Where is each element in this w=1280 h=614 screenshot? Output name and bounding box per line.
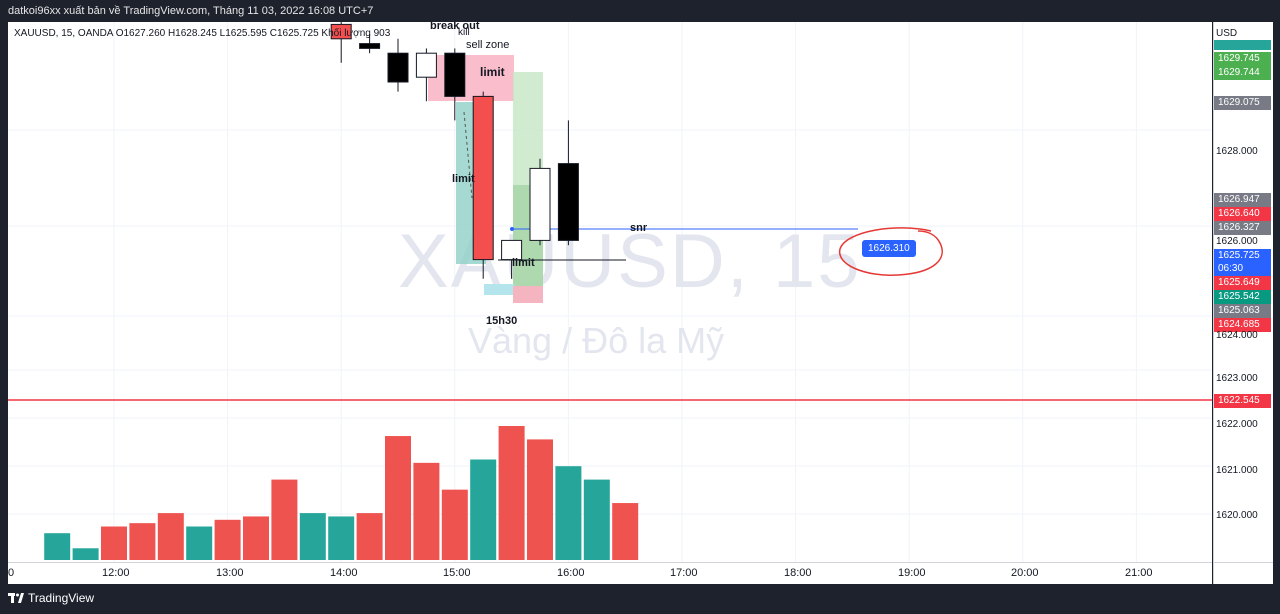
publish-header: datkoi96xx xuất bản về TradingView.com, … [8,5,374,17]
price-axis[interactable]: USD 1629.745 1629.744 1629.075 1628.000 … [1213,22,1273,562]
snr-label[interactable]: snr [630,222,648,234]
candle-body[interactable] [501,239,523,261]
watermark-name: Vàng / Đô la Mỹ [468,320,725,361]
volume-bar[interactable] [243,516,269,560]
volume-bar[interactable] [413,462,440,560]
price-tick-1620: 1620.000 [1216,510,1258,521]
symbol-ohlc-info[interactable]: XAUUSD, 15, OANDA O1627.260 H1628.245 L1… [14,28,391,39]
price-tick-1622: 1622.000 [1216,419,1258,430]
time-tick-1700: 17:00 [670,567,698,579]
time-axis[interactable]: 0 12:00 13:00 14:00 15:00 16:00 17:00 18… [8,562,1212,585]
price-tick-1626: 1626.000 [1216,236,1258,247]
price-tag-1625542: 1625.542 [1214,290,1271,304]
price-tag-1629075: 1629.075 [1214,96,1271,110]
volume-bar[interactable] [470,459,497,561]
volume-bar[interactable] [328,516,355,560]
dashed-path-line[interactable] [463,111,473,199]
volume-bar[interactable] [44,533,71,560]
price-tick-1624: 1624.000 [1216,330,1258,341]
chart-grid [8,22,1212,562]
snr-price-badge[interactable]: 1626.310 [862,240,916,257]
time-tick-1800: 18:00 [784,567,812,579]
volume-bar[interactable] [186,526,213,561]
price-tag-1624685: 1624.685 [1214,318,1271,332]
volume-layer [44,426,639,561]
tradingview-brand[interactable]: TradingView [8,591,94,605]
break-out-label[interactable]: break out [430,22,480,32]
time-tick-1400: 14:00 [330,567,358,579]
price-tag-1626327: 1626.327 [1214,221,1271,235]
time-note-label[interactable]: 15h30 [486,315,518,327]
candle-body[interactable] [557,163,579,241]
chart-pane[interactable]: XAUUSD, 15 Vàng / Đô la Mỹ XA [8,22,1212,562]
snr-line-anchor[interactable] [510,227,514,231]
sell-zone-box[interactable] [428,55,514,101]
volume-bar[interactable] [527,439,553,560]
footer-bar: TradingView [0,584,1280,614]
volume-bar[interactable] [498,426,525,560]
time-tick-0: 0 [8,567,15,579]
limit-label-top[interactable]: limit [480,65,505,79]
time-tick-1900: 19:00 [898,567,926,579]
volume-bar[interactable] [299,513,326,560]
time-tick-1600: 16:00 [557,567,585,579]
time-tick-1300: 13:00 [216,567,244,579]
price-tick-1628: 1628.000 [1216,146,1258,157]
pink-stop-box[interactable] [513,286,543,303]
price-tag-partial [1214,40,1271,50]
candle-body[interactable] [415,52,437,78]
brand-label: TradingView [28,591,95,605]
sell-zone-label[interactable]: sell zone [466,39,510,51]
time-tick-2000: 20:00 [1011,567,1039,579]
volume-bar[interactable] [583,479,610,560]
price-tag-1622545: 1622.545 [1214,394,1271,408]
time-tick-1200: 12:00 [102,567,130,579]
price-tick-1623: 1623.000 [1216,373,1258,384]
volume-bar[interactable] [441,489,468,560]
bar-countdown: 06:30 [1214,262,1271,276]
volume-bar[interactable] [271,479,298,560]
limit-label-mid[interactable]: limit [452,173,475,185]
price-tag-1625063: 1625.063 [1214,304,1271,318]
currency-label: USD [1216,28,1238,39]
volume-bar[interactable] [385,436,411,560]
time-tick-2100: 21:00 [1125,567,1153,579]
price-tag-1629745: 1629.745 [1214,52,1271,66]
candle-body[interactable] [359,43,381,49]
candle-body[interactable] [472,95,494,261]
volume-bar[interactable] [129,523,156,560]
volume-bar[interactable] [356,513,383,560]
candle-body[interactable] [330,23,352,40]
time-tick-1500: 15:00 [443,567,471,579]
limit-label-bottom[interactable]: limit [512,257,535,269]
kill-label[interactable]: kill [458,27,470,38]
price-tick-1621: 1621.000 [1216,465,1258,476]
tradingview-logo-icon [8,593,24,603]
price-tag-1626640: 1626.640 [1214,207,1271,221]
price-tag-1626947: 1626.947 [1214,193,1271,207]
candle-body[interactable] [387,52,409,83]
volume-bar[interactable] [612,503,639,560]
price-tag-1625649: 1625.649 [1214,276,1271,290]
volume-bar[interactable] [157,513,184,560]
cyan-stop-box[interactable] [484,284,514,295]
volume-bar[interactable] [555,466,582,560]
volume-bar[interactable] [214,519,241,560]
axis-corner [1213,562,1273,585]
candle-body[interactable] [529,167,551,241]
volume-bar[interactable] [101,526,127,561]
price-tag-1629744: 1629.744 [1214,66,1271,80]
candle-body[interactable] [444,52,466,97]
candles-layer [330,22,579,279]
price-tag-current: 1625.725 [1214,249,1271,263]
hand-drawn-circle[interactable] [836,225,946,277]
volume-bar[interactable] [72,548,99,560]
